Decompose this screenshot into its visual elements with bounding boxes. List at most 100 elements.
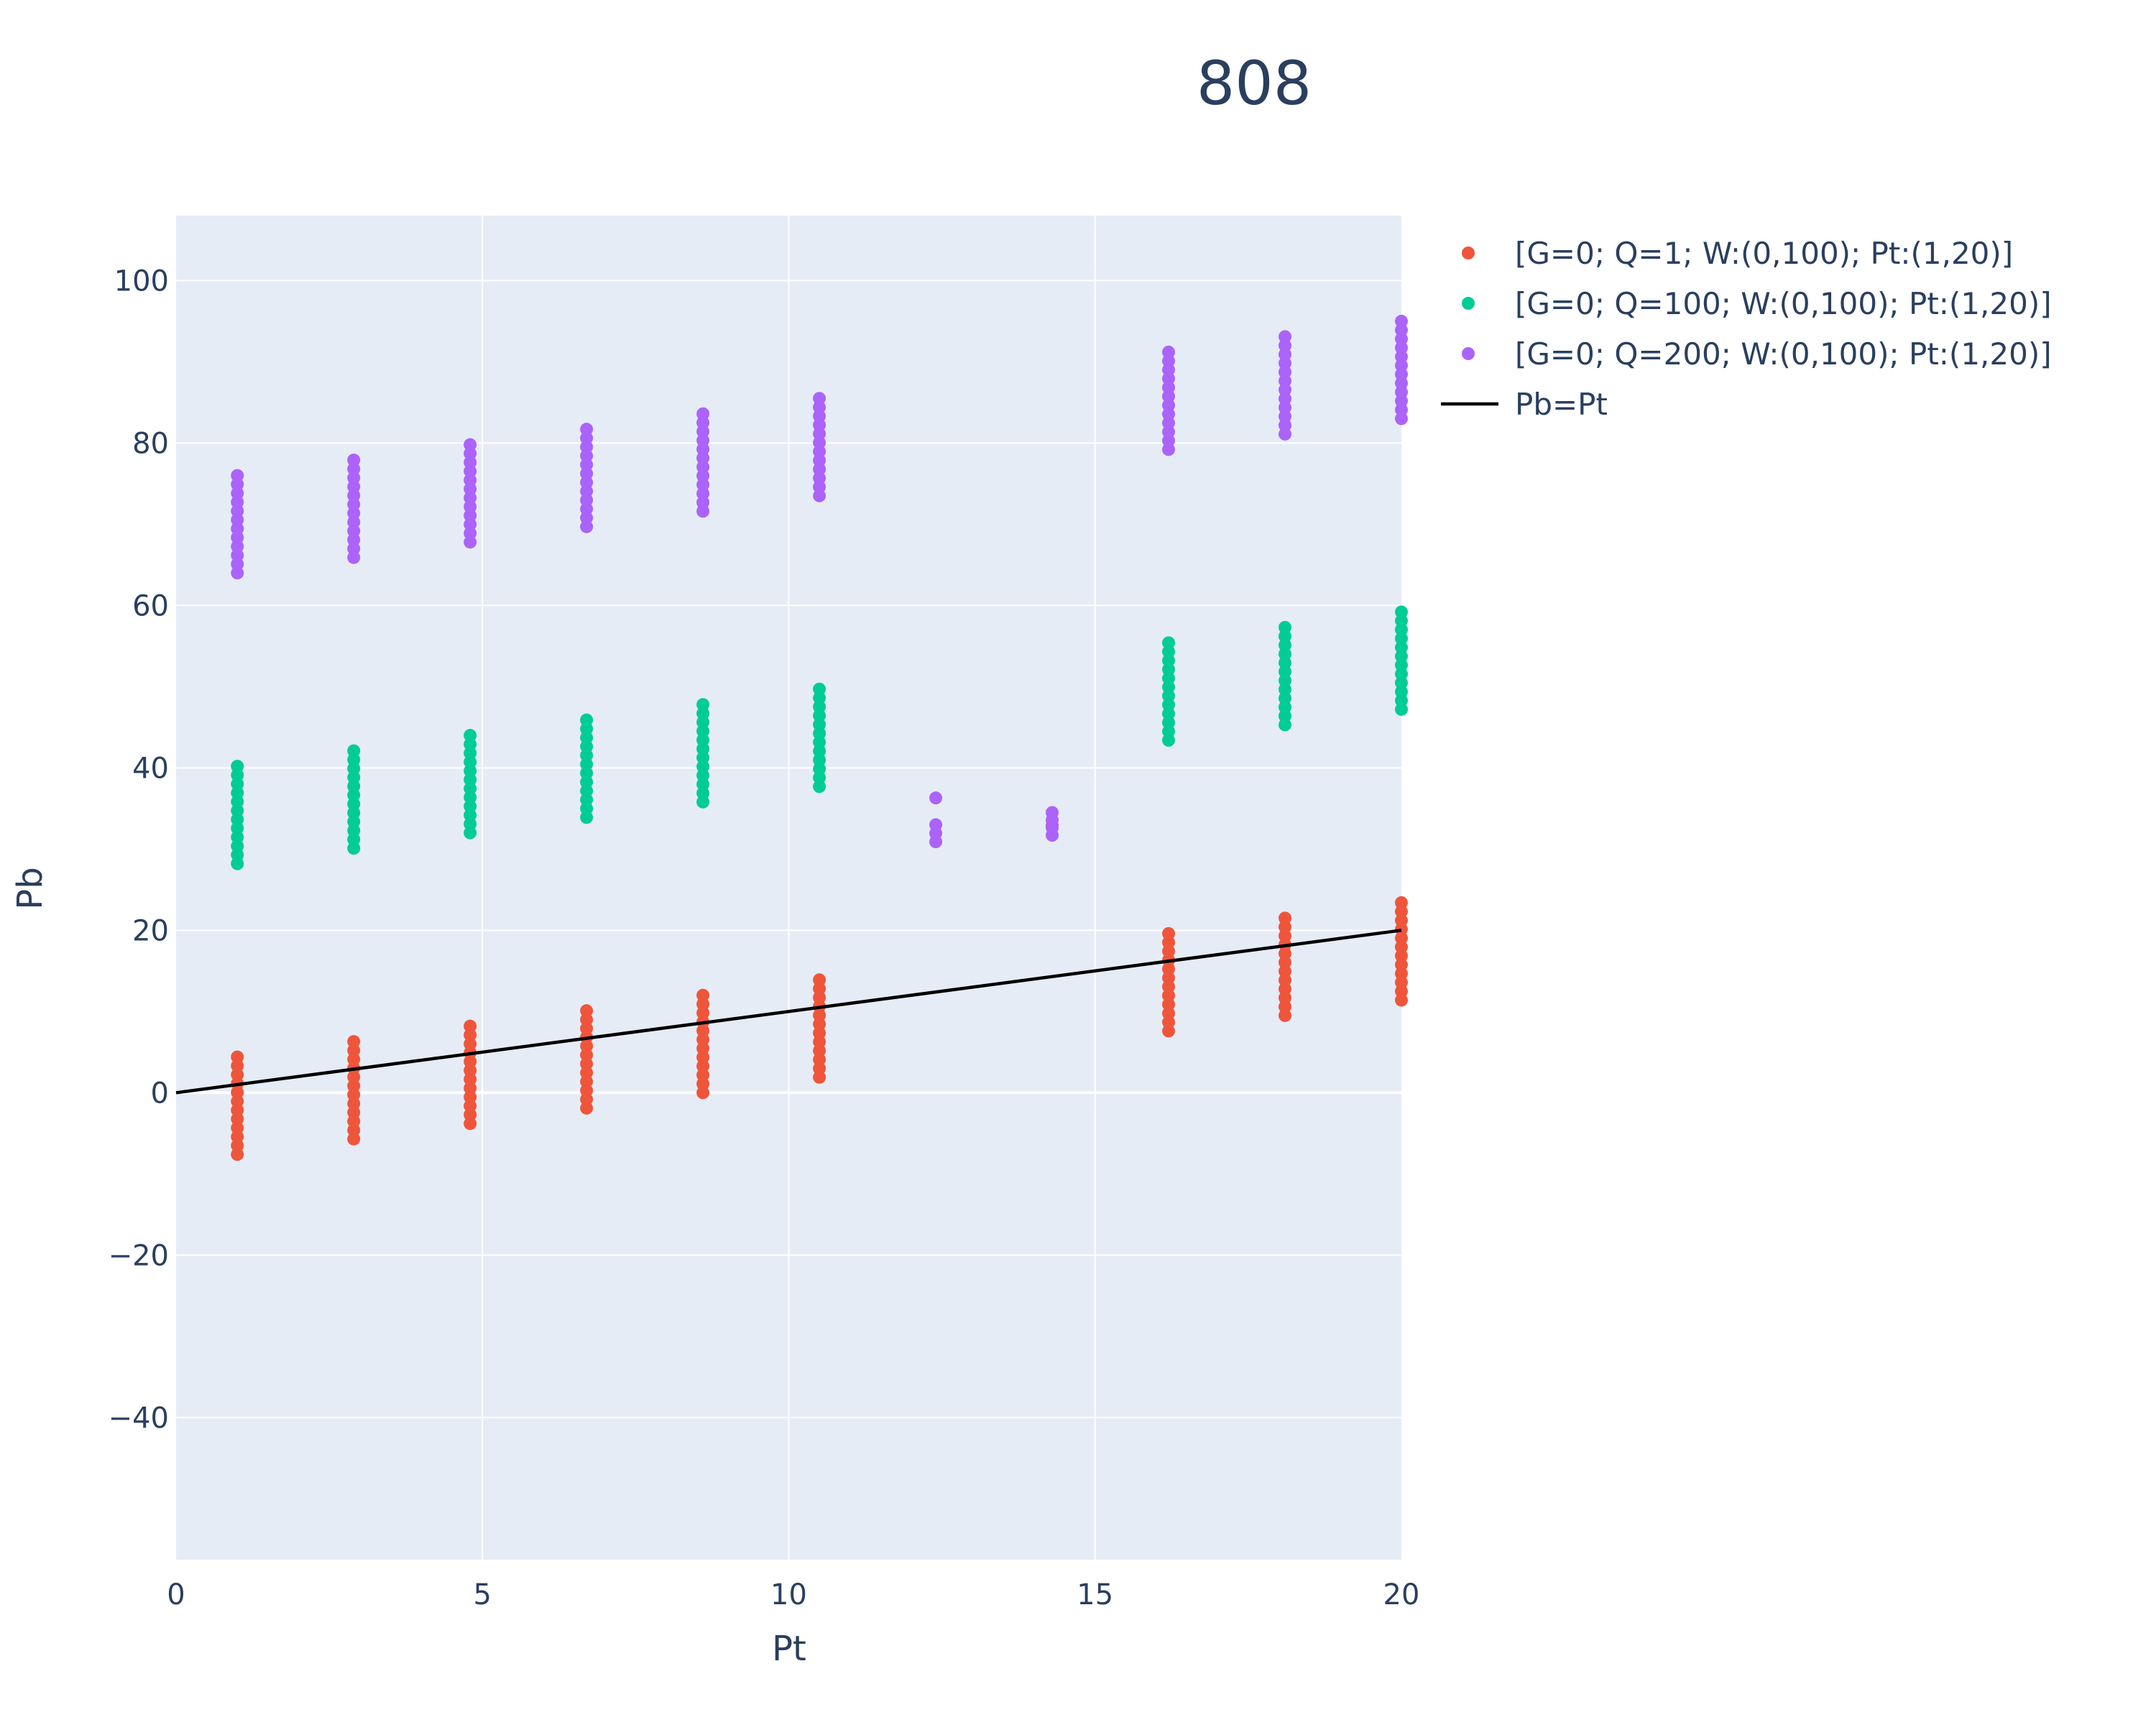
data-point [1162,689,1176,703]
data-point [696,443,710,456]
data-point [696,760,710,773]
data-point [580,440,594,454]
data-point [1395,896,1408,909]
data-point [696,778,710,791]
data-point [813,990,826,1004]
data-point [813,462,826,476]
data-point [1162,434,1176,448]
data-point [1395,332,1408,346]
data-point [580,775,594,788]
data-point [231,822,244,835]
data-point [1162,398,1176,412]
data-point [1395,623,1408,637]
data-point [813,1017,826,1031]
data-point [696,1024,710,1038]
data-point [1395,341,1408,354]
data-point [1279,620,1292,634]
data-point [231,540,244,553]
reference-line [175,929,1402,1095]
data-point [231,1112,244,1126]
data-point [1395,650,1408,663]
data-point [464,535,477,549]
data-point [1279,691,1292,705]
data-point [813,400,826,414]
data-point [1162,354,1176,368]
data-point [347,1070,361,1084]
y-axis-title: Pb [10,867,50,909]
data-point [580,1075,594,1088]
data-point [1395,614,1408,627]
data-point [1395,914,1408,927]
legend-marker-icon [1462,347,1475,360]
data-point [1279,348,1292,362]
y-tick-label: 60 [132,589,169,622]
data-point [1162,372,1176,385]
data-point [347,533,361,547]
data-point [580,502,594,516]
data-point [696,786,710,800]
data-point [813,445,826,459]
data-point [580,1021,594,1035]
data-point [813,472,826,485]
data-point [231,795,244,809]
data-point [580,748,594,762]
data-point [347,551,361,564]
data-point [696,998,710,1011]
data-point [1162,381,1176,395]
legend-item[interactable]: [G=0; Q=200; W:(0,100); Pt:(1,20)] [1462,336,2052,372]
data-point [1162,733,1176,747]
data-point [347,489,361,502]
legend-item[interactable]: Pb=Pt [1441,387,1608,422]
data-point [231,777,244,791]
legend[interactable]: [G=0; Q=1; W:(0,100); Pt:(1,20)] [G=0; Q=… [1441,236,2052,422]
data-point [1395,676,1408,690]
data-point [813,771,826,784]
data-point [1279,718,1292,732]
data-point [231,804,244,817]
data-point [580,740,594,753]
data-point [813,1062,826,1075]
x-axis-title: Pt [772,1629,806,1669]
data-point [1279,339,1292,352]
data-point [580,811,594,824]
legend-marker-icon [1462,297,1475,310]
data-point [1279,400,1292,414]
data-point [464,1108,477,1121]
legend-item[interactable]: [G=0; Q=1; W:(0,100); Pt:(1,20)] [1462,236,2013,271]
data-point [1395,667,1408,681]
data-point [464,1099,477,1113]
data-point [580,431,594,445]
data-point [347,524,361,538]
data-point [813,718,826,732]
data-point [231,857,244,870]
data-point [1162,636,1176,650]
data-point [347,824,361,837]
data-point [813,1008,826,1022]
data-point [231,1068,244,1082]
data-point [231,469,244,482]
legend-item[interactable]: [G=0; Q=100; W:(0,100); Pt:(1,20)] [1462,286,2052,321]
data-point [231,848,244,862]
data-point [464,491,477,505]
data-point [580,458,594,472]
data-point [464,1064,477,1077]
data-point [813,780,826,794]
y-tick-label: 80 [132,427,169,460]
data-point [813,489,826,502]
data-point [1162,1006,1176,1020]
data-point [1279,410,1292,423]
data-point [1279,638,1292,652]
data-point [1279,956,1292,970]
data-point [696,724,710,738]
x-tick-label: 15 [1077,1578,1113,1611]
data-point [1162,980,1176,993]
data-point [1279,700,1292,714]
data-point [1395,967,1408,980]
data-point [1279,709,1292,723]
data-point [1279,356,1292,370]
data-point [1279,374,1292,387]
data-point [1279,920,1292,934]
data-point [696,742,710,755]
data-point [696,1050,710,1064]
data-point [347,462,361,476]
